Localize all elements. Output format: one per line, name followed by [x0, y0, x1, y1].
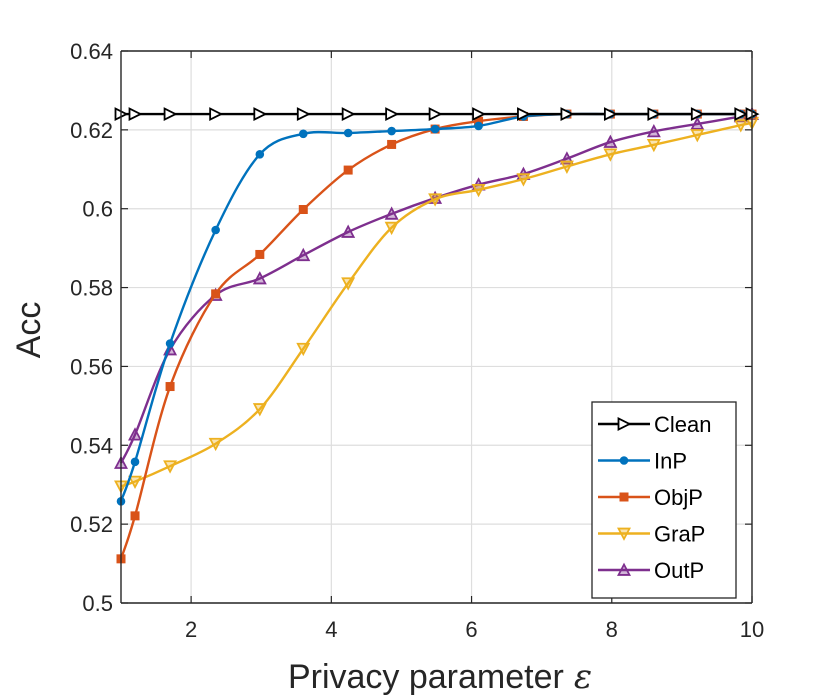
legend-label-outp: OutP	[654, 558, 704, 583]
data-point-objp	[387, 139, 397, 149]
y-tick-label: 0.5	[82, 591, 113, 616]
legend-box	[591, 401, 737, 599]
data-point-clean	[128, 107, 143, 122]
data-point-outp	[646, 123, 661, 138]
data-point-clean	[385, 107, 400, 122]
data-point-clean	[647, 107, 662, 122]
data-point-outp	[128, 427, 143, 441]
legend-item-clean: Clean	[598, 412, 711, 437]
data-point-clean	[690, 107, 705, 122]
data-point-inp	[343, 128, 353, 138]
y-tick-label: 0.58	[70, 276, 113, 301]
data-point-grap	[384, 221, 399, 236]
data-point-objp	[343, 165, 353, 175]
data-point-outp	[252, 271, 267, 285]
data-point-clean	[472, 107, 487, 122]
data-point-grap	[163, 460, 178, 474]
data-point-clean	[428, 107, 443, 122]
legend-label-objp: ObjP	[654, 485, 703, 510]
data-point-grap	[208, 437, 223, 452]
data-point-grap	[733, 119, 748, 133]
legend-marker-clean	[617, 417, 632, 431]
legend-label-inp: InP	[654, 449, 687, 474]
data-point-clean	[560, 107, 575, 122]
data-point-grap	[690, 129, 705, 143]
data-point-objp	[165, 382, 175, 392]
data-point-clean	[209, 107, 224, 122]
data-point-objp	[130, 511, 140, 521]
data-point-inp	[430, 124, 440, 134]
legend-item-objp: ObjP	[598, 485, 703, 510]
y-tick-label: 0.56	[70, 354, 113, 379]
legend-label-grap: GraP	[654, 522, 705, 547]
data-point-outp	[690, 116, 705, 130]
data-point-clean	[253, 107, 268, 122]
data-point-grap	[516, 173, 531, 187]
data-point-grap	[646, 138, 661, 153]
data-point-outp	[341, 224, 356, 238]
data-point-grap	[559, 160, 574, 174]
data-point-grap	[603, 148, 618, 162]
x-axis-label: Privacy parameter ε	[288, 657, 592, 697]
data-point-inp	[165, 339, 175, 348]
legend-label-clean: Clean	[654, 412, 711, 437]
legend-marker-outp	[617, 562, 631, 576]
series-grap	[114, 116, 759, 494]
tick-labels: 2 4 6 8 10 0.5 0.52 0.54 0.56 0.58 0.6 0.62 0.64	[70, 39, 764, 642]
data-point-objp	[255, 249, 265, 259]
data-point-objp	[211, 289, 221, 299]
legend: Clean InP ObjP GraP OutP	[591, 401, 737, 599]
data-point-clean	[163, 107, 178, 122]
axes	[120, 50, 753, 604]
data-point-inp	[130, 457, 140, 467]
y-tick-label: 0.54	[70, 433, 113, 458]
data-point-inp	[211, 225, 220, 235]
data-point-clean	[517, 107, 531, 122]
legend-marker-grap	[617, 527, 631, 541]
y-axis-label: Acc	[10, 302, 48, 359]
data-point-clean	[603, 107, 618, 122]
x-axis-label-text: Privacy parameter	[288, 658, 564, 696]
x-tick-label: 6	[465, 617, 477, 642]
y-tick-label: 0.52	[70, 512, 113, 537]
data-point-clean	[341, 107, 356, 122]
y-tick-label: 0.64	[70, 39, 113, 64]
data-point-grap	[252, 403, 267, 417]
data-point-grap	[428, 193, 443, 207]
legend-item-inp: InP	[598, 449, 687, 474]
data-point-clean	[734, 107, 749, 122]
legend-marker-inp	[619, 456, 629, 465]
data-point-grap	[128, 475, 143, 489]
data-point-grap	[471, 183, 486, 198]
data-point-outp	[296, 247, 311, 262]
data-point-clean	[296, 107, 311, 122]
data-point-grap	[341, 277, 356, 291]
x-tick-label: 10	[740, 617, 764, 642]
y-tick-label: 0.6	[82, 197, 113, 222]
legend-marker-objp	[619, 492, 629, 502]
series-layer	[114, 106, 760, 564]
data-point-inp	[387, 126, 396, 136]
data-point-grap	[296, 342, 311, 357]
x-tick-label: 8	[606, 617, 618, 642]
legend-item-outp: OutP	[598, 558, 704, 583]
x-tick-label: 4	[325, 617, 337, 642]
x-tick-label: 2	[185, 617, 197, 642]
data-point-objp	[298, 205, 308, 215]
data-point-outp	[384, 206, 399, 220]
data-point-inp	[255, 150, 265, 159]
data-point-outp	[603, 134, 618, 148]
legend-item-grap: GraP	[598, 522, 705, 547]
x-axis-label-symbol: ε	[574, 657, 592, 697]
y-tick-label: 0.62	[70, 118, 113, 143]
data-point-inp	[298, 129, 308, 139]
data-point-inp	[474, 121, 483, 131]
